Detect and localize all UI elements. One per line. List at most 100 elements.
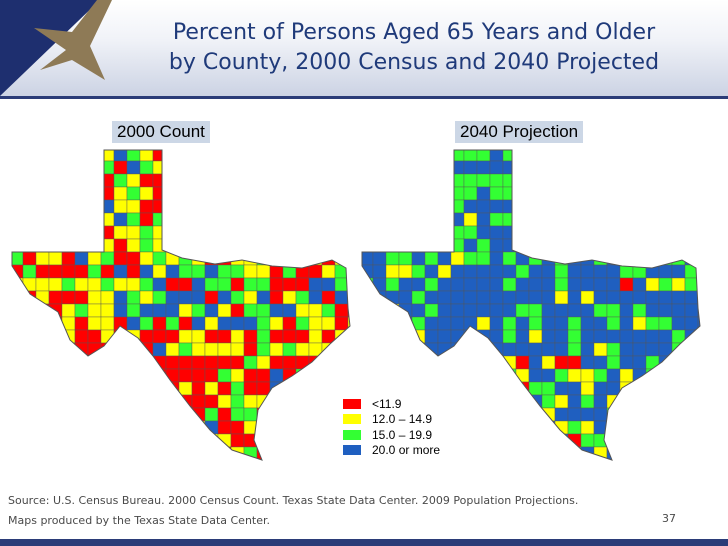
county-cell [139,238,154,253]
county-cell [35,446,50,460]
county-cell [61,225,76,240]
county-cell [476,251,491,266]
county-cell [113,212,128,227]
county-cell [113,446,128,460]
county-cell [424,459,439,460]
source-line-1: Source: U.S. Census Bureau. 2000 Census … [8,494,579,507]
county-cell [22,316,37,331]
county-cell [684,225,699,240]
county-cell [139,212,154,227]
county-cell [671,381,686,396]
county-cell [606,433,621,448]
county-cell [87,173,102,188]
county-cell [489,329,504,344]
county-cell [61,290,76,305]
county-cell [658,277,673,292]
county-cell [152,381,167,396]
county-cell [593,394,608,409]
county-cell [489,459,504,460]
county-cell [308,329,323,344]
county-cell [541,173,556,188]
county-cell [385,238,400,253]
county-cell [580,420,595,435]
county-cell [61,433,76,448]
county-cell [282,212,297,227]
county-cell [178,264,193,279]
county-cell [437,251,452,266]
county-cell [684,160,699,175]
county-cell [295,290,310,305]
county-cell [282,303,297,318]
county-cell [100,394,115,409]
county-cell [48,238,63,253]
county-cell [398,368,413,383]
county-cell [48,150,63,162]
county-cell [463,277,478,292]
county-cell [671,277,686,292]
county-cell [152,225,167,240]
county-cell [204,394,219,409]
county-cell [256,212,271,227]
county-cell [100,420,115,435]
county-cell [126,225,141,240]
county-cell [308,225,323,240]
county-cell [12,199,24,214]
county-cell [684,381,699,396]
county-cell [684,173,699,188]
county-cell [362,459,374,460]
county-cell [567,290,582,305]
county-cell [515,277,530,292]
county-cell [191,264,206,279]
county-cell [100,199,115,214]
county-cell [295,277,310,292]
county-cell [645,316,660,331]
county-cell [515,459,530,460]
county-cell [632,238,647,253]
county-cell [321,407,336,422]
county-cell [22,355,37,370]
county-cell [230,173,245,188]
county-cell [502,303,517,318]
county-cell [567,160,582,175]
county-cell [515,342,530,357]
county-cell [362,342,374,357]
county-cell [178,368,193,383]
county-cell [697,290,700,305]
county-cell [12,420,24,435]
county-cell [450,238,465,253]
county-cell [217,173,232,188]
county-cell [554,212,569,227]
county-cell [295,355,310,370]
county-cell [593,342,608,357]
county-cell [269,355,284,370]
county-cell [74,459,89,460]
county-cell [334,150,349,162]
county-cell [671,303,686,318]
county-cell [74,199,89,214]
county-cell [22,433,37,448]
county-cell [139,381,154,396]
county-cell [619,446,634,460]
county-cell [398,290,413,305]
county-cell [606,290,621,305]
county-cell [22,173,37,188]
county-cell [541,264,556,279]
county-cell [593,290,608,305]
county-cell [191,303,206,318]
county-cell [580,316,595,331]
county-cell [152,186,167,201]
county-cell [178,160,193,175]
county-cell [450,290,465,305]
county-cell [126,173,141,188]
county-cell [697,342,700,357]
county-cell [411,290,426,305]
county-cell [502,446,517,460]
county-cell [554,329,569,344]
county-cell [139,355,154,370]
county-cell [554,290,569,305]
county-cell [372,459,387,460]
county-cell [334,303,349,318]
county-cell [437,368,452,383]
county-cell [593,329,608,344]
county-cell [362,303,374,318]
